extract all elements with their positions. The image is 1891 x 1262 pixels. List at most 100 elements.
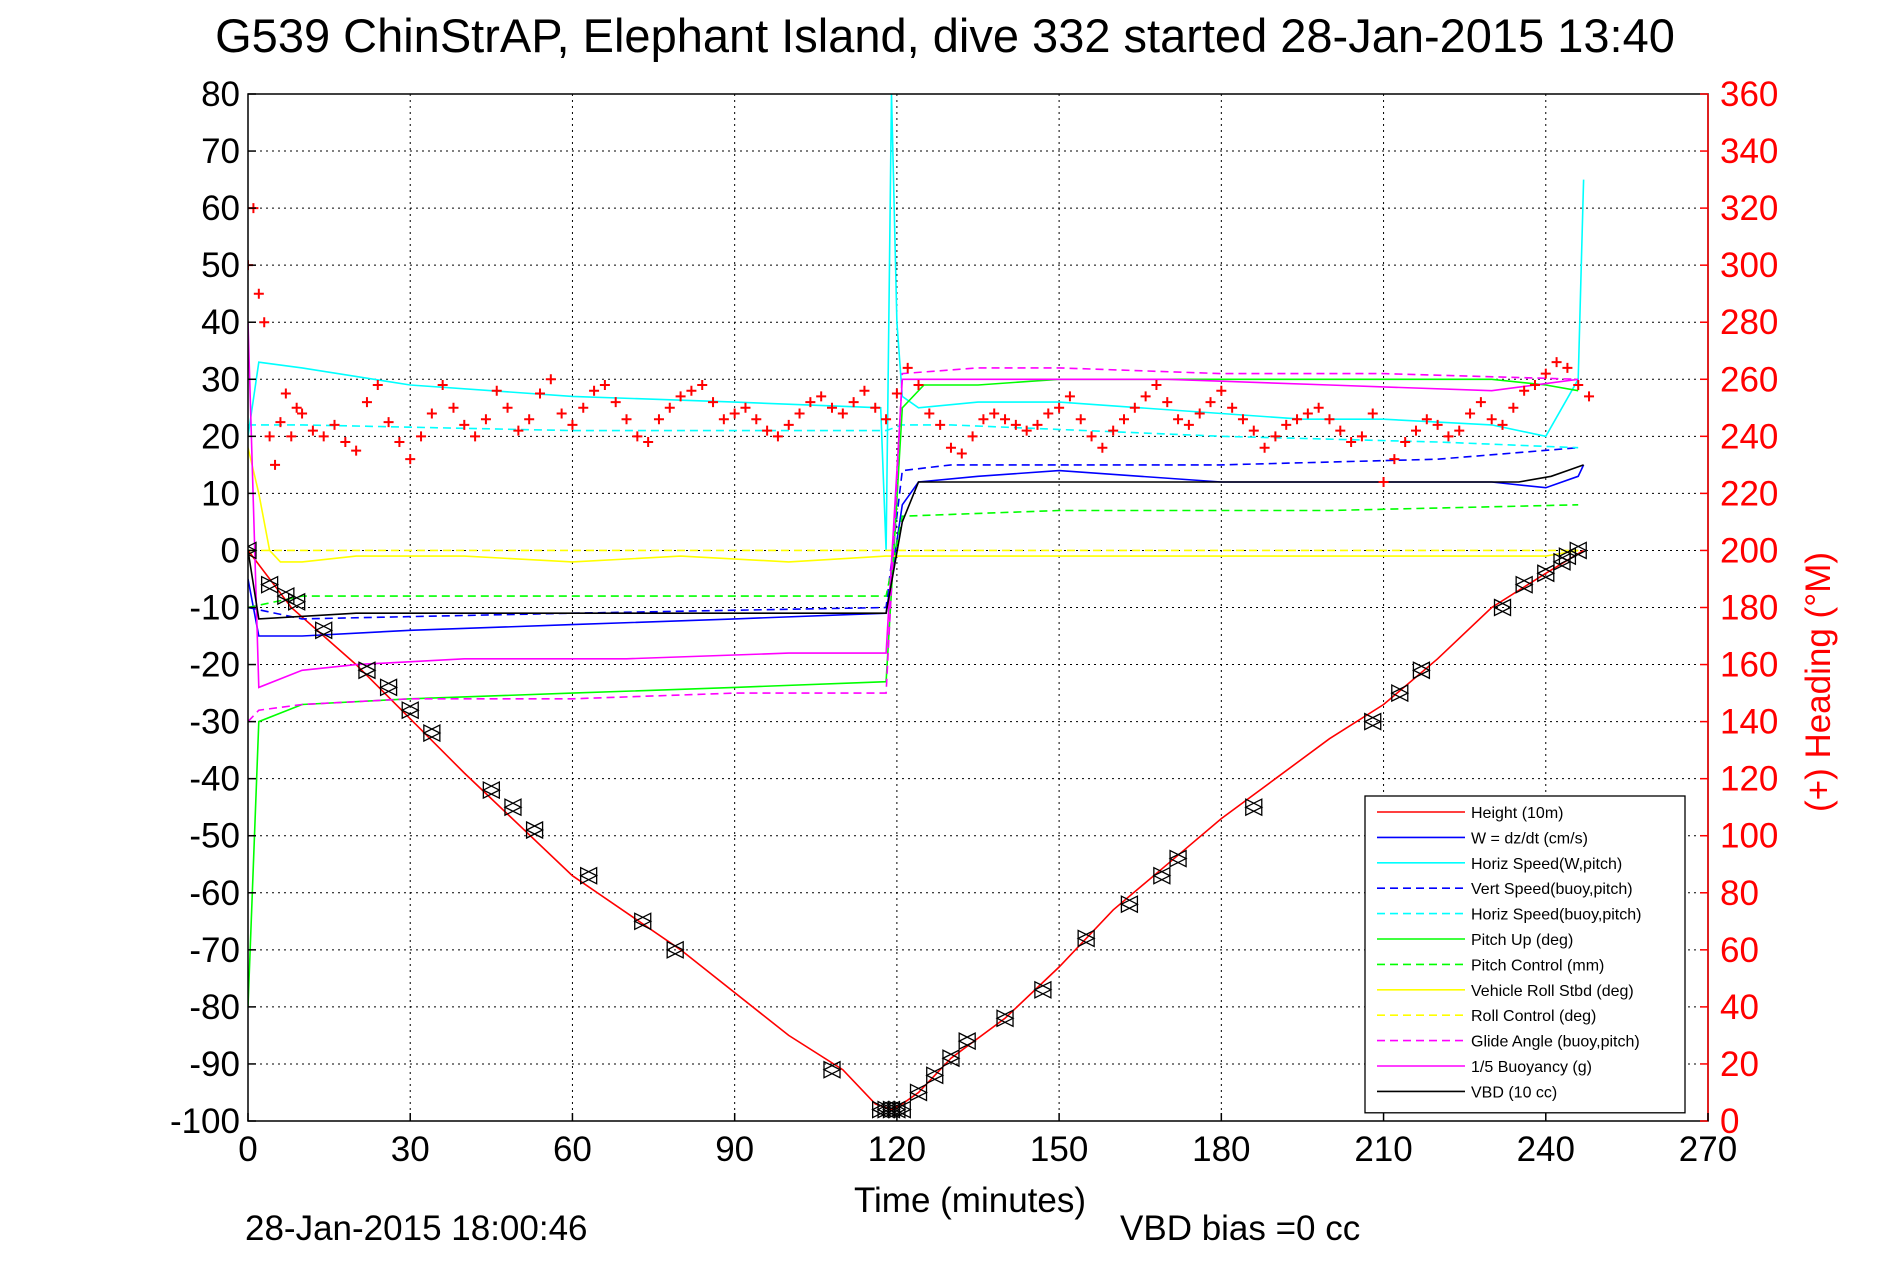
heading-point: [1140, 391, 1151, 402]
heading-point: [729, 408, 740, 419]
y2-tick-label: 180: [1720, 589, 1778, 628]
depth-marker: [525, 820, 544, 840]
depth-marker: [1244, 798, 1263, 817]
depth-marker: [892, 1100, 911, 1119]
depth-marker: [1152, 866, 1171, 885]
legend-label: Pitch Up (deg): [1471, 932, 1573, 949]
footer-timestamp: 28-Jan-2015 18:00:46: [245, 1209, 588, 1248]
heading-point: [1086, 431, 1097, 442]
heading-point: [762, 425, 773, 436]
heading-point: [1205, 397, 1216, 408]
legend-label: Vehicle Roll Stbd (deg): [1471, 983, 1634, 1000]
heading-point: [1183, 419, 1194, 430]
depth-marker: [314, 621, 333, 640]
depth-marker: [1363, 712, 1382, 731]
heading-point: [621, 414, 632, 425]
heading-point: [416, 431, 427, 442]
depth-marker: [941, 1049, 960, 1068]
depth-marker: [995, 1009, 1014, 1028]
y-tick-label: 70: [201, 132, 240, 171]
y2-tick-label: 220: [1720, 474, 1778, 513]
depth-marker: [1493, 598, 1512, 617]
heading-point: [394, 437, 405, 448]
y-tick-label: -50: [189, 817, 240, 856]
x-tick-label: 180: [1192, 1130, 1250, 1169]
heading-point: [848, 397, 859, 408]
y-tick-label: -40: [189, 760, 240, 799]
heading-point: [1400, 437, 1411, 448]
heading-point: [1346, 437, 1357, 448]
chart-title: G539 ChinStrAP, Elephant Island, dive 33…: [215, 9, 1675, 62]
depth-marker: [957, 1032, 976, 1051]
series-line-3: [248, 446, 1579, 620]
heading-point: [1227, 402, 1238, 413]
heading-point: [329, 419, 340, 430]
depth-marker: [1033, 980, 1052, 999]
heading-point: [956, 448, 967, 459]
depth-marker: [1168, 849, 1187, 868]
y2-tick-label: 200: [1720, 531, 1778, 570]
heading-point: [805, 397, 816, 408]
heading-point: [1356, 431, 1367, 442]
y2-tick-label: 0: [1720, 1102, 1739, 1141]
heading-point: [1573, 379, 1584, 390]
heading-point: [1432, 419, 1443, 430]
heading-point: [1097, 442, 1108, 453]
x-tick-label: 30: [391, 1130, 430, 1169]
x-tick-label: 150: [1030, 1130, 1088, 1169]
y2-axis-label: (+) Heading (°M): [1799, 552, 1838, 812]
legend-label: Horiz Speed(buoy,pitch): [1471, 907, 1641, 924]
heading-point: [1010, 419, 1021, 430]
heading-point: [1129, 402, 1140, 413]
heading-point: [610, 397, 621, 408]
heading-point: [1259, 442, 1270, 453]
heading-point: [643, 437, 654, 448]
x-tick-label: 210: [1354, 1130, 1412, 1169]
heading-point: [291, 402, 302, 413]
y-tick-label: -80: [189, 988, 240, 1027]
heading-point: [859, 385, 870, 396]
heading-point: [578, 402, 589, 413]
heading-point: [372, 379, 383, 390]
y2-tick-label: 160: [1720, 646, 1778, 685]
heading-point: [978, 414, 989, 425]
heading-point: [567, 419, 578, 430]
y2-tick-label: 240: [1720, 417, 1778, 456]
heading-point: [902, 362, 913, 373]
heading-point: [1486, 414, 1497, 425]
heading-point: [405, 454, 416, 465]
heading-point: [708, 397, 719, 408]
heading-point: [275, 417, 286, 428]
heading-point: [989, 408, 1000, 419]
heading-point: [1324, 414, 1335, 425]
heading-point: [1108, 425, 1119, 436]
heading-point: [426, 408, 437, 419]
heading-point: [286, 431, 297, 442]
legend-label: W = dz/dt (cm/s): [1471, 830, 1588, 847]
y-tick-label: 30: [201, 360, 240, 399]
depth-marker: [422, 723, 441, 743]
heading-point: [340, 437, 351, 448]
depth-marker: [1119, 895, 1139, 914]
heading-point: [513, 425, 524, 436]
x-tick-label: 270: [1679, 1130, 1737, 1169]
y-tick-label: -10: [189, 589, 240, 628]
heading-point: [1411, 425, 1421, 436]
heading-point: [1529, 379, 1540, 390]
heading-point: [502, 402, 513, 413]
heading-point: [1151, 379, 1162, 390]
heading-point: [751, 414, 762, 425]
heading-point: [318, 431, 329, 442]
heading-point: [253, 288, 264, 299]
heading-point: [491, 385, 502, 396]
heading-point: [794, 408, 805, 419]
heading-point: [351, 445, 362, 456]
x-tick-label: 0: [238, 1130, 257, 1169]
legend: Height (10m) W = dz/dt (cm/s) Horiz Speed(…: [1364, 795, 1686, 1114]
depth-marker: [1514, 575, 1533, 594]
heading-point: [383, 417, 394, 428]
heading-point: [1497, 419, 1508, 430]
heading-point: [891, 388, 902, 399]
y2-tick-label: 40: [1720, 988, 1759, 1027]
depth-marker: [287, 592, 306, 611]
